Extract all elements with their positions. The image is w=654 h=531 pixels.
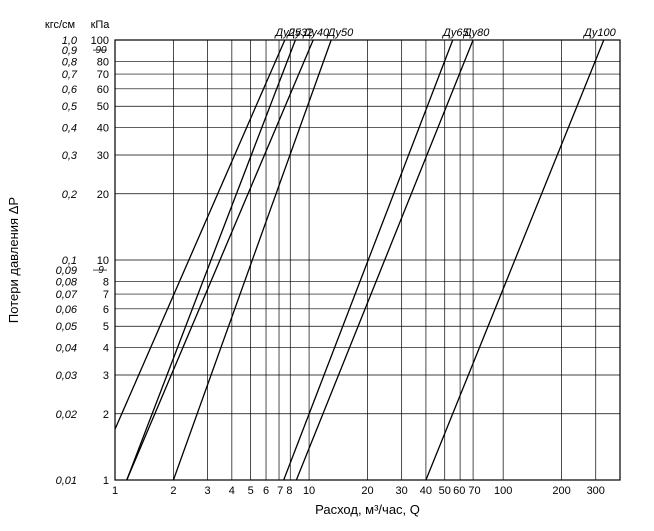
y-tick-kgscm: 0,01 (56, 475, 77, 487)
series-label-Ду50: Ду50 (326, 27, 354, 39)
y-tick-kgscm: 0,8 (62, 56, 78, 68)
x-tick-label: 5 (248, 485, 254, 497)
y-tick-kpa: 30 (97, 150, 109, 162)
y-tick-kpa: 8 (103, 276, 109, 288)
y-tick-kgscm: 0,5 (62, 101, 78, 113)
x-axis-title: Расход, м³/час, Q (315, 502, 420, 517)
y-tick-kpa: 50 (97, 101, 109, 113)
y-tick-kpa: 1 (103, 475, 109, 487)
y-tick-kpa: 70 (97, 69, 109, 81)
x-tick-label: 10 (303, 485, 315, 497)
y-band-90: 90 (95, 45, 107, 56)
y-tick-kgscm: 0,02 (56, 409, 77, 421)
y-tick-kgscm: 0,6 (62, 84, 78, 96)
series-label-Ду80: Ду80 (462, 27, 490, 39)
x-tick-label: 7 8 (277, 485, 292, 497)
y-tick-kgscm: 0,3 (62, 150, 78, 162)
series-Ду25 (115, 40, 285, 429)
y-tick-kpa: 80 (97, 56, 109, 68)
y-tick-kgscm: 0,07 (56, 289, 78, 301)
x-tick-label: 100 (494, 485, 512, 497)
y-tick-kgscm: 0,09 (56, 265, 77, 277)
series-label-Ду100: Ду100 (582, 27, 617, 39)
y-tick-kgscm: 0,7 (62, 69, 78, 81)
series-label-Ду40: Ду40 (302, 27, 330, 39)
x-tick-label: 1 (112, 485, 118, 497)
y-header-kgscm: кгс/см (45, 19, 75, 31)
x-tick-label: 4 (229, 485, 235, 497)
x-tick-label: 50 (439, 485, 451, 497)
y-tick-kgscm: 0,06 (56, 304, 78, 316)
y-tick-kpa: 3 (103, 370, 109, 382)
y-tick-kpa: 4 (103, 343, 109, 355)
x-tick-label: 40 (420, 485, 432, 497)
y-tick-kgscm: 0,4 (62, 123, 77, 135)
x-tick-label: 20 (361, 485, 373, 497)
y-tick-kpa: 6 (103, 304, 109, 316)
y-tick-kgscm: 0,2 (62, 189, 77, 201)
y-tick-kgscm: 0,04 (56, 343, 77, 355)
y-tick-kpa: 40 (97, 123, 109, 135)
y-tick-kpa: 5 (103, 321, 109, 333)
y-tick-kgscm: 0,9 (62, 45, 77, 57)
x-tick-label: 6 (263, 485, 269, 497)
y-tick-kpa: 20 (97, 189, 109, 201)
y-axis-title: Потери давления ΔP (6, 197, 21, 323)
y-tick-kgscm: 0,05 (56, 321, 78, 333)
y-band-9: 9 (98, 265, 104, 276)
x-tick-label: 3 (205, 485, 211, 497)
y-tick-kpa: 60 (97, 84, 109, 96)
x-tick-label: 200 (552, 485, 570, 497)
x-tick-label: 300 (587, 485, 605, 497)
x-tick-label: 2 (170, 485, 176, 497)
x-tick-label: 60 70 (453, 485, 481, 497)
y-tick-kgscm: 0,03 (56, 370, 78, 382)
y-header-kpa: кПа (91, 19, 111, 31)
y-tick-kpa: 2 (103, 409, 109, 421)
pressure-loss-chart: 1234567 8102030405060 701002003001234567… (0, 0, 654, 531)
y-tick-kpa: 7 (103, 289, 109, 301)
y-tick-kgscm: 0,08 (56, 276, 78, 288)
x-tick-label: 30 (396, 485, 408, 497)
